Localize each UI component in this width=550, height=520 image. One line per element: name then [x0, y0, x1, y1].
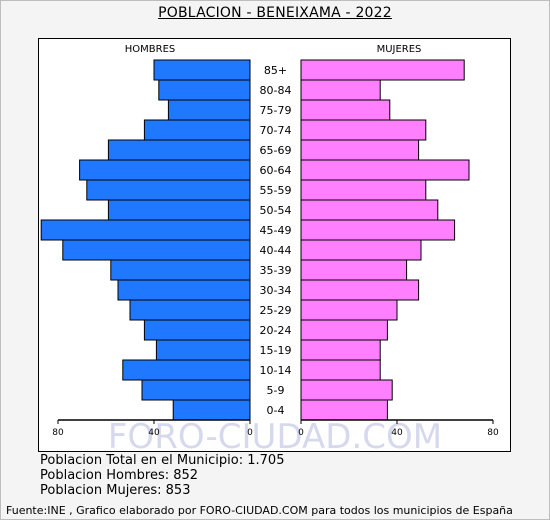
age-label-65-69: 65-69 — [260, 144, 292, 157]
bar-mujeres-20-24 — [300, 319, 388, 341]
bar-mujeres-70-74 — [300, 119, 427, 141]
tick-label-mujeres-80: 80 — [487, 428, 499, 438]
bar-hombres-5-9 — [141, 379, 251, 401]
chart-title: POBLACION - BENEIXAMA - 2022 — [158, 5, 392, 21]
bar-mujeres-35-39 — [300, 259, 408, 281]
summary-hombres: Poblacion Hombres: 852 — [40, 468, 199, 483]
watermark: FORO-CIUDAD.COM — [108, 417, 442, 457]
age-label-40-44: 40-44 — [260, 244, 292, 257]
age-label-20-24: 20-24 — [260, 324, 292, 337]
bar-mujeres-0-4 — [300, 399, 388, 421]
summary: Poblacion Total en el Municipio: 1.705 P… — [40, 453, 284, 498]
bar-hombres-80-84 — [158, 79, 251, 101]
header-hombres: HOMBRES — [125, 44, 176, 55]
age-label-0-4: 0-4 — [267, 404, 285, 417]
bar-mujeres-40-44 — [300, 239, 422, 261]
tick-label-hombres-0: 0 — [247, 428, 253, 438]
bar-hombres-35-39 — [110, 259, 251, 281]
age-label-35-39: 35-39 — [260, 264, 292, 277]
summary-mujeres: Poblacion Mujeres: 853 — [40, 483, 191, 498]
bar-hombres-55-59 — [86, 179, 251, 201]
tick-label-hombres-40: 40 — [148, 428, 160, 438]
age-label-10-14: 10-14 — [260, 364, 292, 377]
bar-mujeres-75-79 — [300, 99, 391, 121]
male-bars — [40, 59, 251, 421]
tick-label-hombres-80: 80 — [52, 428, 64, 438]
bar-hombres-60-64 — [79, 159, 251, 181]
bar-mujeres-60-64 — [300, 159, 470, 181]
age-label-60-64: 60-64 — [260, 164, 292, 177]
bar-hombres-85+ — [153, 59, 251, 81]
age-label-45-49: 45-49 — [260, 224, 292, 237]
summary-total: Poblacion Total en el Municipio: 1.705 — [40, 453, 285, 468]
bar-mujeres-15-19 — [300, 339, 381, 361]
bar-hombres-20-24 — [143, 319, 251, 341]
female-bars — [300, 59, 470, 421]
bar-hombres-50-54 — [107, 199, 251, 221]
bar-hombres-10-14 — [122, 359, 251, 381]
bar-hombres-0-4 — [172, 399, 251, 421]
tick-label-mujeres-40: 40 — [391, 428, 403, 438]
age-label-15-19: 15-19 — [260, 344, 292, 357]
age-label-25-29: 25-29 — [260, 304, 292, 317]
bar-hombres-25-29 — [129, 299, 251, 321]
bar-mujeres-10-14 — [300, 359, 381, 381]
bar-hombres-70-74 — [143, 119, 251, 141]
bar-mujeres-65-69 — [300, 139, 420, 161]
age-labels: 85+ 80-84 75-79 70-74 65-69 60-64 55-59 50-54 45… — [260, 64, 292, 417]
age-label-50-54: 50-54 — [260, 204, 292, 217]
bar-hombres-30-34 — [117, 279, 251, 301]
bar-hombres-15-19 — [155, 339, 251, 361]
bar-hombres-40-44 — [62, 239, 251, 261]
bar-hombres-65-69 — [107, 139, 251, 161]
age-label-55-59: 55-59 — [260, 184, 292, 197]
bar-hombres-45-49 — [40, 219, 251, 241]
bar-mujeres-55-59 — [300, 179, 427, 201]
bar-mujeres-45-49 — [300, 219, 456, 241]
bar-hombres-75-79 — [167, 99, 251, 121]
header-mujeres: MUJERES — [377, 44, 422, 55]
age-label-80-84: 80-84 — [260, 84, 292, 97]
bar-mujeres-50-54 — [300, 199, 439, 221]
age-label-75-79: 75-79 — [260, 104, 292, 117]
age-label-70-74: 70-74 — [260, 124, 292, 137]
age-label-5-9: 5-9 — [267, 384, 285, 397]
bar-mujeres-25-29 — [300, 299, 398, 321]
x-axes: 80 40 0 0 40 80 — [52, 419, 499, 438]
bar-mujeres-5-9 — [300, 379, 393, 401]
tick-label-mujeres-0: 0 — [298, 428, 304, 438]
age-label-30-34: 30-34 — [260, 284, 292, 297]
age-label-85+: 85+ — [264, 64, 287, 77]
bar-mujeres-30-34 — [300, 279, 420, 301]
source-footer: Fuente:INE , Grafico elaborado por FORO-… — [6, 504, 513, 517]
bar-mujeres-80-84 — [300, 79, 381, 101]
bar-mujeres-85+ — [300, 59, 465, 81]
